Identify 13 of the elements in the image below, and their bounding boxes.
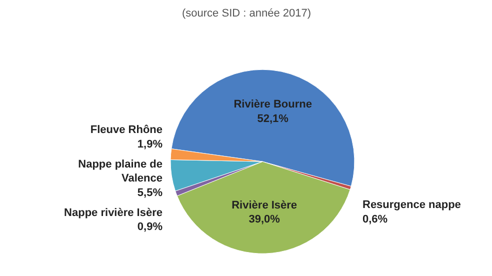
slice-label: Fleuve Rhône [90,124,162,136]
data-label: 39,0% [248,214,280,226]
slice-label: Nappe rivière Isère [64,206,163,219]
data-label: 1,9% [137,138,163,151]
slice-label: Resurgence nappe [362,199,461,212]
data-label: 5,5% [137,187,163,200]
slice-label: Nappe plaine de Valence [78,158,163,185]
data-label: 0,9% [137,221,163,234]
slice-label: Rivière Isère [232,199,298,212]
slice-label: Rivière Bourne [234,98,312,110]
data-label: 52,1% [257,112,289,125]
chart-title: (source SID : année 2017) [182,8,312,20]
data-label: 0,6% [362,214,388,226]
